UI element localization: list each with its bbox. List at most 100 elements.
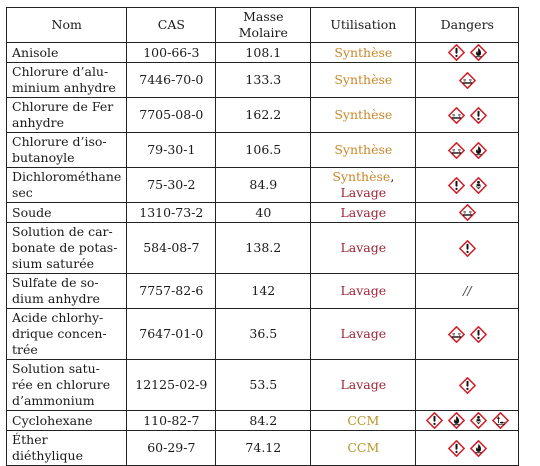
flame-hazard-icon [447,412,465,429]
table-row: Anisole 100-66-3 108.1 Synthèse [5,42,520,63]
cell-dangers [415,359,520,411]
no-danger-mark: // [463,283,472,298]
utilisation-lavage: Lavage [340,283,387,298]
hazard-pictograms [421,439,513,457]
cell-masse-molaire: 138.2 [215,222,312,274]
corrosive-hazard-icon [447,141,465,159]
cell-masse-molaire: 106.5 [215,132,312,168]
health-hazard-icon [469,176,487,194]
cell-cas: 1310-73-2 [126,202,217,223]
table-row: Soude 1310-73-2 40 Lavage [5,202,520,223]
table-row: Dichlorométhane sec 75-30-2 84.9 Synthèse, L… [5,167,520,203]
exclamation-hazard-icon [458,376,476,394]
cell-cas: 7705-08-0 [126,97,217,133]
cell-nom: Chlorure d’iso-butanoyle [5,132,128,168]
header-masse-molaire: Masse Molaire [215,7,312,43]
nom-line: Sulfate de so- [12,275,99,290]
nom-line: Cyclohexane [12,412,93,428]
exclamation-hazard-icon [425,412,443,429]
cell-utilisation: Synthèse [310,132,417,168]
corrosive-hazard-icon [458,204,476,221]
cell-nom: Dichlorométhane sec [5,167,128,203]
cell-nom: Acide chlorhy-drique concen-trée [5,308,128,360]
nom-line: Chlorure d’iso- [12,134,107,149]
environment-hazard-icon [491,412,509,429]
hazard-pictograms [421,376,513,394]
cell-dangers [415,410,520,431]
hazard-pictograms [421,71,513,89]
nom-line: Éther diéthylique [12,432,83,463]
utilisation-synthese: Synthèse [334,44,393,60]
hazard-pictograms [421,176,513,194]
hazard-pictograms [421,239,513,257]
cell-dangers [415,42,520,63]
nom-line: Soude [12,204,52,220]
exclamation-hazard-icon [469,325,487,343]
table-row: Chlorure d’alu-minium anhydre 7446-70-0 13… [5,62,520,98]
cell-nom: Anisole [5,42,128,63]
cell-utilisation: CCM [310,410,417,431]
health-hazard-icon [469,412,487,429]
nom-line: minium anhydre [12,80,116,95]
exclamation-hazard-icon [447,176,465,194]
cell-dangers [415,202,520,223]
cell-utilisation: Synthèse, Lavage [310,167,417,203]
cell-nom: Solution de car-bonate de potas-sium sat… [5,222,128,274]
cell-masse-molaire: 36.5 [215,308,312,360]
utilisation-separator: , [390,169,395,184]
nom-line: Chlorure d’alu- [12,64,109,79]
utilisation-lavage: Lavage [340,240,387,255]
table-row: Acide chlorhy-drique concen-trée 7647-01-… [5,308,520,360]
cell-cas: 7647-01-0 [126,308,217,360]
cell-utilisation: Synthèse [310,42,417,63]
cell-cas: 12125-02-9 [126,359,217,411]
cell-masse-molaire: 133.3 [215,62,312,98]
chemicals-table: Nom CAS Masse Molaire Utilisation Danger… [5,7,520,466]
table-row: Chlorure d’iso-butanoyle 79-30-1 106.5 Synt… [5,132,520,168]
exclamation-hazard-icon [447,439,465,457]
hazard-pictograms [421,325,513,343]
table-row: Solution satu-rée en chlorure d’ammonium 1… [5,359,520,411]
cell-nom: Sulfate de so-dium anhydre [5,273,128,309]
cell-masse-molaire: 53.5 [215,359,312,411]
table-row: Chlorure de Fer anhydre 7705-08-0 162.2 Synt… [5,97,520,133]
corrosive-hazard-icon [447,106,465,124]
cell-nom: Soude [5,202,128,223]
cell-dangers [415,430,520,466]
utilisation-ccm: CCM [347,412,380,428]
cell-utilisation: Synthèse [310,97,417,133]
cell-cas: 79-30-1 [126,132,217,168]
hazard-pictograms [421,106,513,124]
cell-utilisation: Lavage [310,308,417,360]
utilisation-synthese: Synthèse [332,169,391,184]
cell-dangers [415,167,520,203]
cell-cas: 584-08-7 [126,222,217,274]
nom-line: sec [12,185,33,200]
table-row: Éther diéthylique 60-29-7 74.12 CCM [5,430,520,466]
cell-dangers [415,62,520,98]
utilisation-lavage: Lavage [340,326,387,341]
exclamation-hazard-icon [458,239,476,257]
nom-line: drique concen- [12,326,107,341]
cell-nom: Chlorure d’alu-minium anhydre [5,62,128,98]
table-row: Sulfate de so-dium anhydre 7757-82-6 142 La… [5,273,520,309]
cell-utilisation: CCM [310,430,417,466]
cell-utilisation: Lavage [310,222,417,274]
header-utilisation: Utilisation [310,7,417,43]
cell-masse-molaire: 108.1 [215,42,312,63]
cell-cas: 75-30-2 [126,167,217,203]
nom-line: butanoyle [12,150,75,165]
cell-nom: Cyclohexane [5,410,128,431]
utilisation-lavage: Lavage [340,204,387,220]
utilisation-lavage: Lavage [340,377,387,392]
nom-line: Anisole [12,44,59,60]
cell-utilisation: Lavage [310,273,417,309]
corrosive-hazard-icon [447,325,465,343]
cell-masse-molaire: 40 [215,202,312,223]
table-body: Anisole 100-66-3 108.1 Synthèse Chlorure d’a… [5,42,520,466]
cell-utilisation: Synthèse [310,62,417,98]
cell-dangers [415,97,520,133]
header-cas: CAS [126,7,217,43]
corrosive-hazard-icon [458,71,476,89]
cell-dangers: // [415,273,520,309]
